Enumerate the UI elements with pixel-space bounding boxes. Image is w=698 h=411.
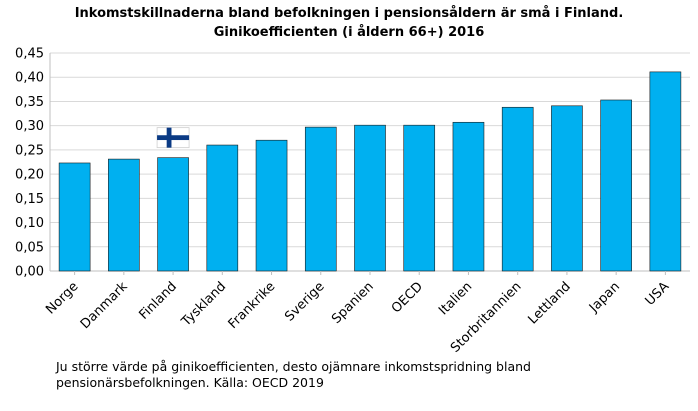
bar-lettland	[551, 105, 583, 272]
bar-sverige	[304, 126, 337, 272]
bar-finland	[157, 157, 189, 272]
y-tick-label: 0,30	[15, 119, 44, 134]
x-tick-label: Spanien	[329, 279, 377, 327]
bar-japan	[600, 99, 632, 272]
x-tick-label: Norge	[43, 279, 81, 317]
y-tick-label: 0,05	[15, 240, 44, 255]
y-tick-label: 0,35	[15, 95, 44, 110]
chart-caption: Ju större värde på ginikoefficienten, de…	[56, 359, 676, 391]
chart-title-block: Inkomstskillnaderna bland befolkningen i…	[0, 4, 698, 42]
x-tick-label: Finland	[136, 279, 179, 322]
x-tick-label: Sverige	[282, 279, 327, 324]
x-tick-label: Lettland	[525, 279, 573, 327]
bar-norge	[58, 162, 91, 272]
bar-spanien	[354, 124, 386, 272]
y-tick-label: 0,45	[15, 47, 44, 62]
x-tick-label: USA	[643, 279, 673, 309]
finnish-flag-icon	[156, 127, 190, 149]
y-tick-label: 0,20	[15, 168, 44, 183]
bar-frankrike	[255, 139, 288, 272]
x-tick-label: Danmark	[78, 279, 131, 332]
x-tick-label: Tyskland	[178, 279, 229, 330]
caption-line-2: pensionärsbefolkningen. Källa: OECD 2019	[56, 375, 324, 390]
y-tick-label: 0,15	[15, 192, 44, 207]
flag-cross-vertical	[166, 127, 172, 148]
bar-tyskland	[206, 144, 239, 272]
chart-title: Inkomstskillnaderna bland befolkningen i…	[74, 6, 624, 21]
y-tick-label: 0,40	[15, 71, 44, 86]
caption-line-1: Ju större värde på ginikoefficienten, de…	[56, 359, 531, 374]
bar-storbritannien	[501, 106, 534, 272]
x-tick-label: Japan	[586, 279, 623, 316]
x-tick-label: Italien	[436, 279, 475, 318]
bar-italien	[452, 121, 485, 272]
y-tick-label: 0,25	[15, 143, 44, 158]
y-tick-label: 0,00	[15, 265, 44, 280]
flag-cross-horizontal	[157, 135, 190, 141]
bar-oecd	[403, 124, 436, 272]
y-tick-label: 0,10	[15, 216, 44, 231]
bar-usa	[649, 71, 682, 272]
x-tick-label: Frankrike	[226, 279, 279, 332]
x-tick-label: OECD	[389, 279, 426, 316]
bar-danmark	[108, 158, 140, 272]
chart-subtitle: Ginikoefficienten (i åldern 66+) 2016	[213, 25, 485, 40]
